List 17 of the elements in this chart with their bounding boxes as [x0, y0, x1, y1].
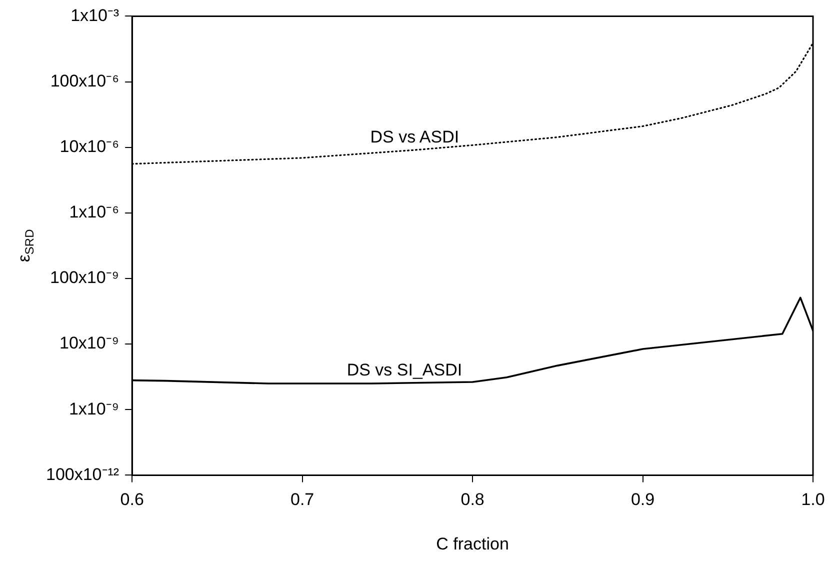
x-tick-label: 0.6	[120, 490, 144, 510]
x-axis-title: C fraction	[436, 534, 509, 554]
x-tick-label: 0.7	[290, 490, 314, 510]
y-tick-label: 10x10⁻⁹	[59, 334, 120, 353]
x-tick-label: 0.9	[630, 490, 655, 510]
series-label: DS vs ASDI	[370, 128, 460, 147]
y-tick-label: 1x10⁻³	[70, 6, 120, 25]
y-tick-label: 100x10⁻¹²	[46, 464, 120, 484]
y-tick-label: 100x10⁻⁹	[50, 268, 120, 288]
y-tick-label: 1x10⁻⁹	[68, 399, 120, 418]
x-tick-label: 1.0	[801, 490, 825, 510]
y-axis-title: εSRD	[14, 228, 36, 262]
x-tick-label: 0.8	[460, 490, 484, 510]
series-label: DS vs SI_ASDI	[346, 360, 462, 380]
y-tick-label: 10x10⁻⁶	[60, 137, 120, 156]
y-tick-label: 100x10⁻⁶	[50, 71, 120, 90]
y-tick-label: 1x10⁻⁶	[69, 202, 120, 222]
